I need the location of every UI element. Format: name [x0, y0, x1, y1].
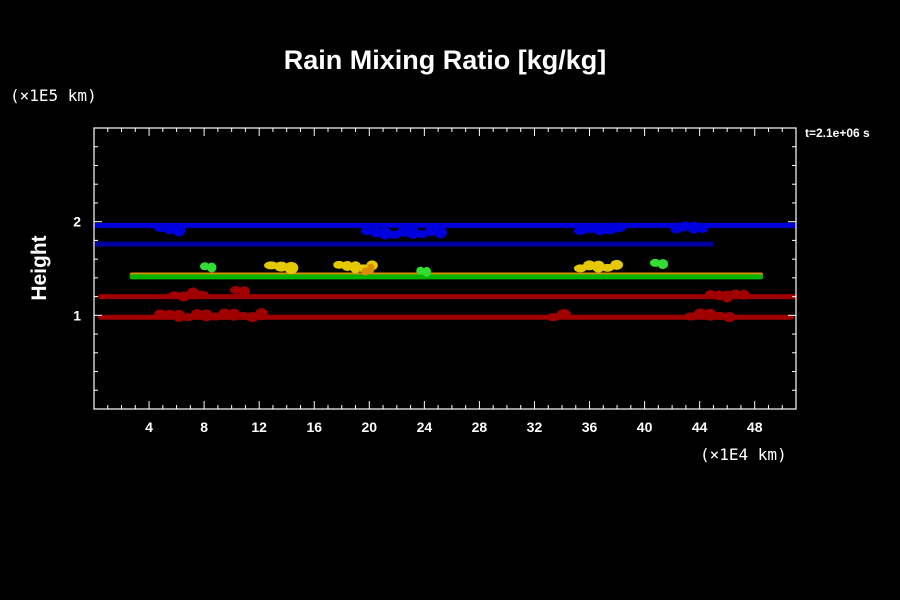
x-tick-label-16: 16	[306, 419, 322, 435]
rain-cell-14	[360, 226, 447, 240]
x-tick-label-4: 4	[145, 419, 153, 435]
x-tick-label-32: 32	[527, 419, 543, 435]
x-tick-label-20: 20	[362, 419, 378, 435]
y-axis-unit: (×1E5 km)	[10, 86, 97, 105]
rain-cell-0	[154, 308, 268, 323]
rain-cell-0-blob-11	[255, 308, 268, 321]
rain-cell-6	[264, 261, 299, 274]
rain-cell-10	[199, 262, 217, 273]
rain-cell-3-blob-2	[186, 287, 200, 300]
rain-layer-dark-blue-5	[94, 241, 714, 247]
rain-cell-1	[546, 309, 571, 322]
rain-cell-12-blob-1	[422, 266, 432, 277]
rain-cell-4-blob-1	[238, 286, 250, 297]
rain-cell-0-blob-2	[172, 309, 186, 322]
plot-frame	[93, 127, 797, 410]
rain-cell-15-blob-2	[593, 223, 607, 236]
rain-cell-5	[704, 289, 750, 303]
x-tick-label-24: 24	[417, 419, 433, 435]
rain-cell-3-blob-3	[195, 290, 209, 299]
rain-cell-12	[416, 266, 432, 277]
rain-cell-15	[573, 222, 626, 236]
chart-title: Rain Mixing Ratio [kg/kg]	[283, 45, 607, 75]
rain-layer-dark-red-0	[98, 314, 794, 320]
rain-cell-2-blob-2	[703, 308, 717, 321]
rain-cell-3	[167, 287, 209, 302]
rain-cell-16-blob-3	[696, 224, 709, 233]
rain-cell-4	[229, 286, 250, 297]
x-tick-label-48: 48	[747, 419, 763, 435]
x-tick-label-36: 36	[582, 419, 598, 435]
x-tick-label-40: 40	[637, 419, 653, 435]
rain-cell-8	[573, 259, 624, 273]
rain-cell-8-blob-2	[592, 260, 605, 273]
rain-cell-11-blob-1	[657, 259, 669, 270]
rain-cell-1-blob-1	[556, 309, 571, 320]
rain-cell-0-blob-8	[227, 308, 241, 321]
x-tick-label-44: 44	[692, 419, 708, 435]
rain-cell-10-blob-1	[206, 262, 217, 273]
rain-cell-11	[649, 258, 669, 270]
rain-cell-7-blob-2	[349, 261, 362, 274]
rain-cell-14-blob-2	[378, 227, 392, 240]
rain-layer-dark-red-1	[98, 294, 797, 300]
rain-cell-5-blob-4	[737, 289, 750, 300]
rain-cell-16-blob-2	[687, 221, 700, 234]
x-tick-label-28: 28	[472, 419, 488, 435]
x-tick-label-8: 8	[200, 419, 208, 435]
rain-cell-9-blob-1	[366, 263, 375, 274]
rain-cell-14-blob-5	[406, 226, 420, 239]
rain-cell-16	[670, 221, 709, 234]
rain-cell-6-blob-2	[284, 261, 299, 274]
rain-cell-14-blob-8	[433, 226, 447, 239]
time-label: t=2.1e+06 s	[805, 126, 870, 140]
rain-cell-8-blob-4	[610, 259, 624, 270]
x-axis-unit: (×1E4 km)	[700, 445, 787, 464]
rain-cell-2	[683, 308, 736, 323]
rain-cell-13	[154, 223, 186, 237]
rain-layer-green-3	[129, 274, 763, 280]
rain-cell-15-blob-4	[612, 222, 626, 233]
rain-cell-2-blob-4	[722, 312, 736, 323]
x-tick-label-12: 12	[251, 419, 267, 435]
rain-cell-0-blob-5	[199, 309, 213, 322]
y-tick-label-1: 1	[73, 307, 81, 323]
rain-cell-13-blob-2	[172, 224, 186, 237]
rain-cell-9	[361, 263, 375, 276]
data-marks	[94, 221, 797, 323]
y-tick-label-2: 2	[73, 214, 81, 230]
